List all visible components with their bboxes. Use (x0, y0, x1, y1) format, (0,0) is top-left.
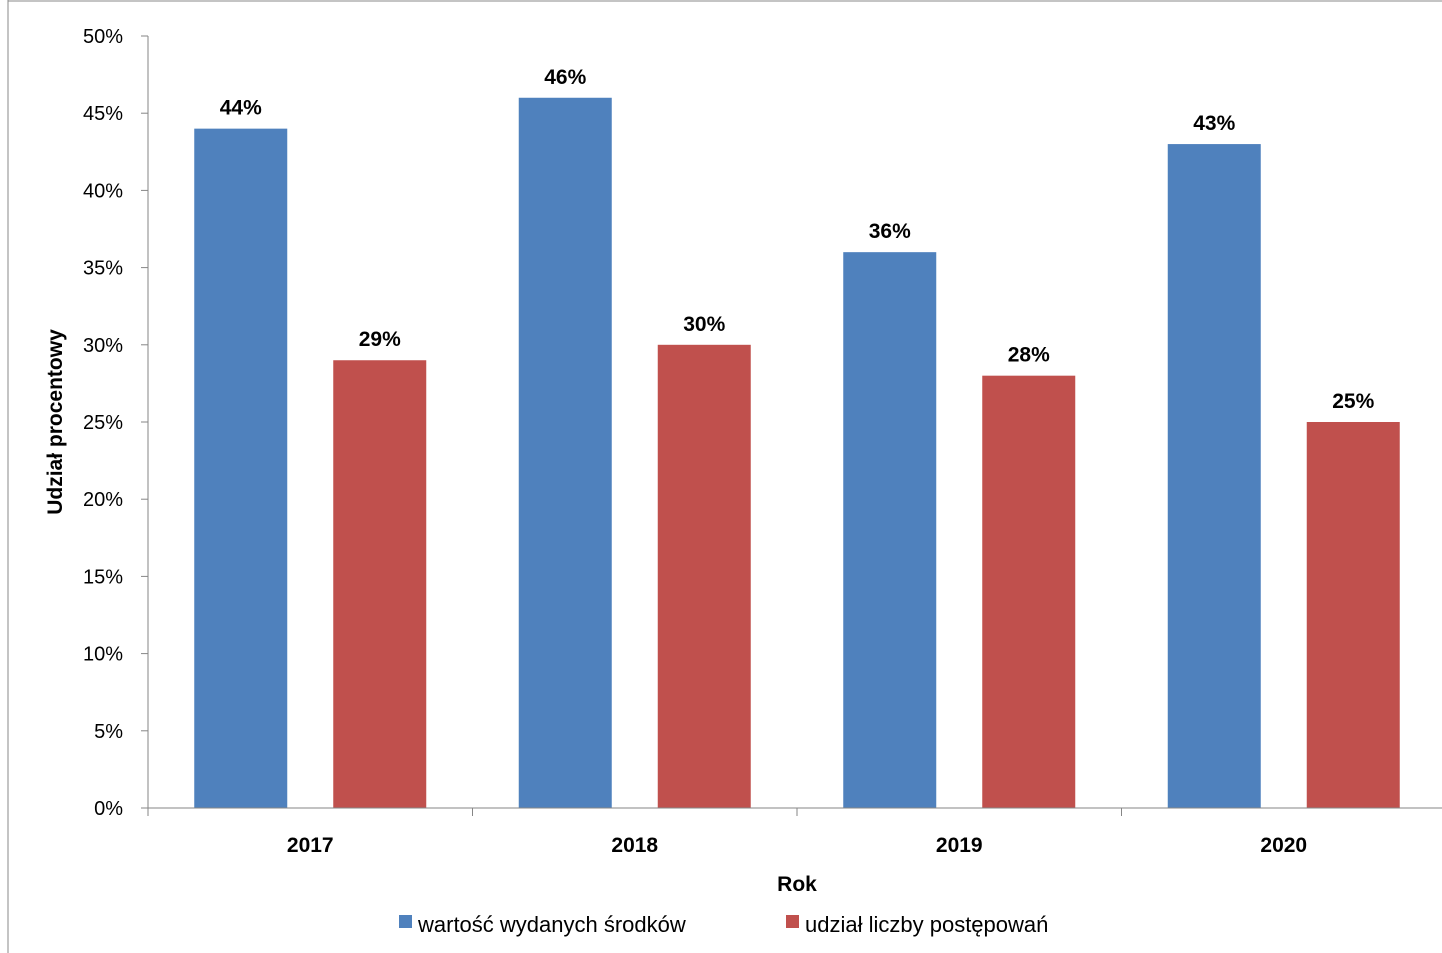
y-tick-label: 0% (94, 798, 123, 820)
y-axis-title: Udział procentowy (44, 329, 67, 515)
y-tick-label: 35% (83, 258, 123, 280)
axes-layer (141, 35, 1442, 816)
data-label: 46% (544, 66, 586, 89)
y-tick-label: 30% (83, 335, 123, 357)
labels-layer: 0% 5% 10% 15% 20% 25% 30% 35% 40% 45% 50% 44% 29% 201… (83, 26, 1375, 857)
x-axis-title: Rok (777, 873, 817, 896)
bar-2018-series-2 (657, 344, 751, 808)
y-tick-label: 25% (83, 412, 123, 434)
x-tick-label: 2019 (936, 834, 983, 857)
y-tick-label: 5% (94, 721, 123, 743)
data-label: 43% (1193, 112, 1235, 135)
bar-2020-series-2 (1306, 422, 1400, 808)
y-tick-label: 45% (83, 103, 123, 125)
data-label: 29% (359, 328, 401, 351)
data-label: 30% (683, 313, 725, 336)
bar-2018-series-1 (518, 97, 612, 808)
data-label: 36% (869, 220, 911, 243)
y-tick-label: 50% (83, 26, 123, 48)
data-label: 44% (220, 97, 262, 120)
bar-2017-series-2 (333, 360, 427, 808)
y-tick-label: 10% (83, 644, 123, 666)
y-tick-label: 20% (83, 489, 123, 511)
bar-2019-series-1 (843, 252, 937, 808)
data-label: 28% (1008, 344, 1050, 367)
legend-swatch-series-1 (399, 915, 412, 928)
legend-label-series-1: wartość wydanych środków (417, 912, 686, 937)
legend-label-series-2: udział liczby postępowań (805, 912, 1048, 937)
y-tick-label: 40% (83, 180, 123, 202)
legend-swatch-series-2 (786, 915, 799, 928)
x-tick-label: 2017 (287, 834, 334, 857)
x-tick-label: 2020 (1260, 834, 1307, 857)
legend: wartość wydanych środków udział liczby p… (399, 912, 1048, 937)
y-tick-label: 15% (83, 566, 123, 588)
data-label: 25% (1332, 390, 1374, 413)
bar-2020-series-1 (1167, 144, 1261, 808)
bars-layer (194, 97, 1400, 808)
bar-2017-series-1 (194, 128, 288, 808)
x-tick-label: 2018 (611, 834, 658, 857)
bar-2019-series-2 (982, 375, 1076, 808)
